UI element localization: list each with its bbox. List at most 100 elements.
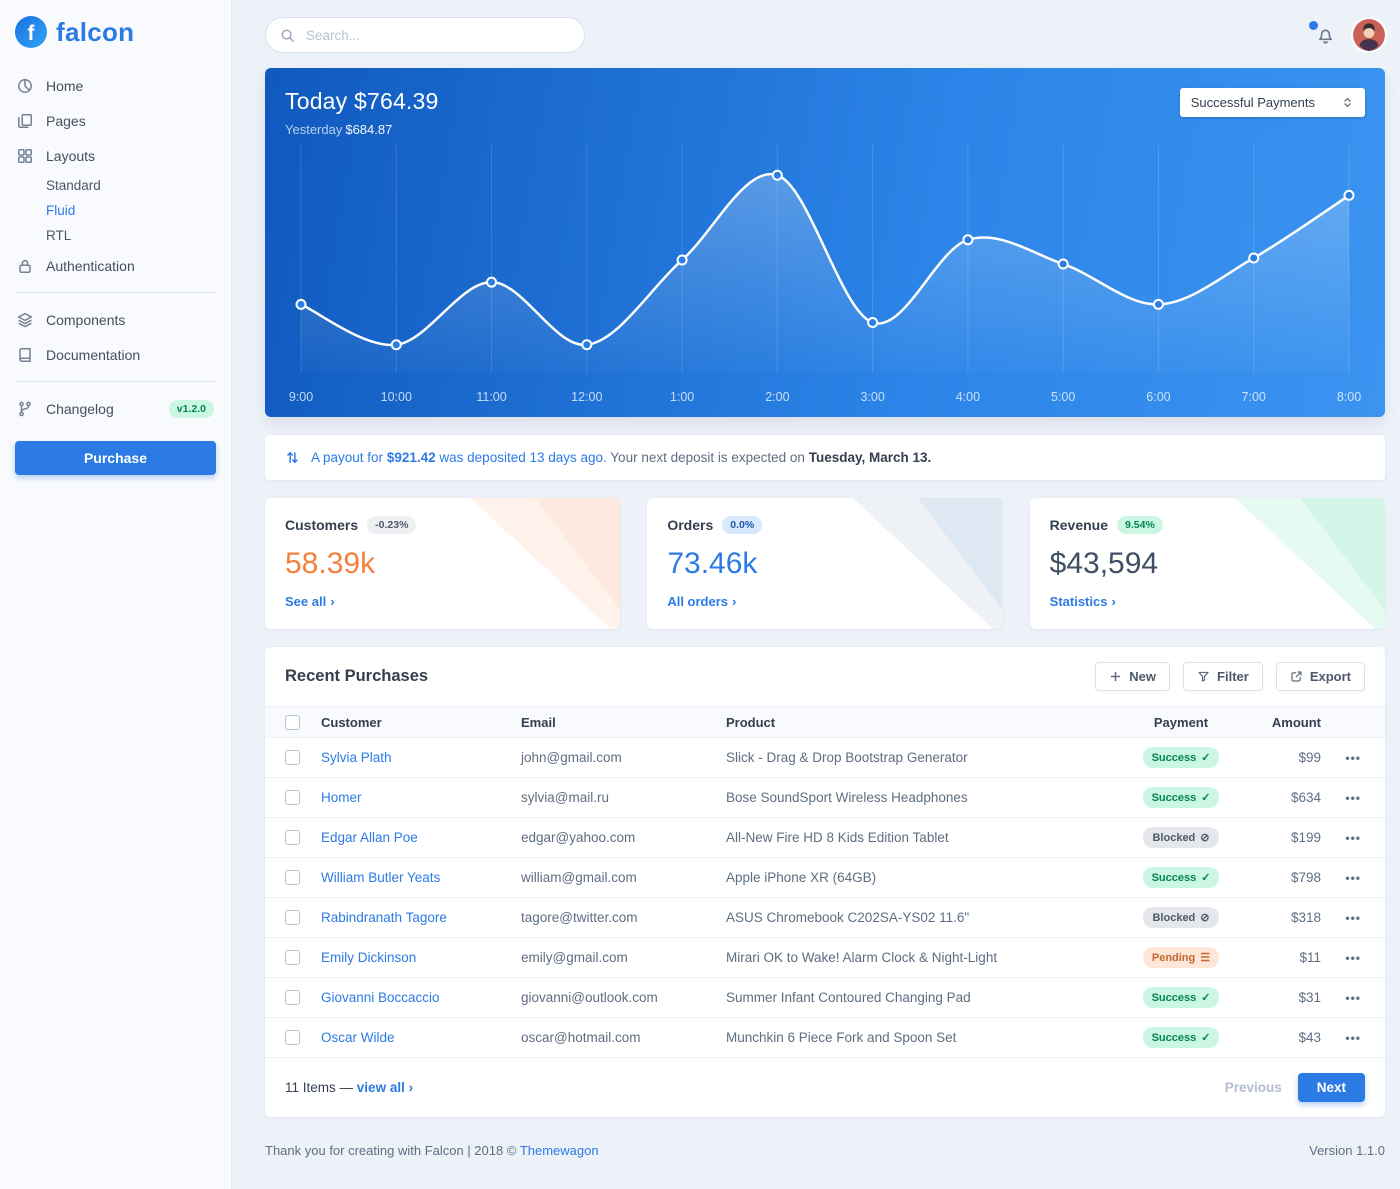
payment-status-badge: Success ✓ xyxy=(1142,1027,1220,1048)
sidebar-item-pages[interactable]: Pages xyxy=(15,103,216,138)
items-count: 11 Items — view all › xyxy=(285,1080,414,1095)
statistics-link[interactable]: Statistics › xyxy=(1049,594,1116,609)
row-checkbox[interactable] xyxy=(285,750,300,766)
svg-text:4:00: 4:00 xyxy=(956,390,980,404)
sidebar-item-authentication[interactable]: Authentication xyxy=(15,248,216,283)
book-icon xyxy=(17,346,34,363)
stat-card-orders: Orders 0.0% 73.46k All orders › xyxy=(647,498,1003,629)
sidebar-item-components[interactable]: Components xyxy=(15,302,216,337)
sidebar-label: Pages xyxy=(46,112,86,129)
amount-cell: $318 xyxy=(1290,910,1321,925)
product-cell: Mirari OK to Wake! Alarm Clock & Night-L… xyxy=(726,950,998,965)
status-icon: ✓ xyxy=(1201,792,1211,804)
row-checkbox[interactable] xyxy=(285,870,300,886)
stats-row: Customers -0.23% 58.39k See all › Orders … xyxy=(265,498,1385,629)
amount-cell: $11 xyxy=(1299,950,1321,965)
stat-badge: 9.54% xyxy=(1117,516,1163,534)
notification-dot xyxy=(1309,20,1318,30)
sidebar-item-fluid[interactable]: Fluid xyxy=(46,203,76,218)
filter-button[interactable]: Filter xyxy=(1183,662,1263,691)
table-row: Homer sylvia@mail.ru Bose SoundSport Wir… xyxy=(265,778,1385,818)
next-button[interactable]: Next xyxy=(1297,1073,1365,1102)
search-input[interactable] xyxy=(304,26,570,44)
purchase-button[interactable]: Purchase xyxy=(15,441,216,475)
payment-status-badge: Success ✓ xyxy=(1142,787,1220,808)
row-checkbox[interactable] xyxy=(285,790,300,806)
customer-link[interactable]: Sylvia Plath xyxy=(321,750,392,765)
brand-logo[interactable]: f falcon xyxy=(15,0,216,68)
product-cell: Munchkin 6 Piece Fork and Spoon Set xyxy=(726,1030,957,1045)
row-actions-button[interactable]: ••• xyxy=(1341,907,1365,929)
svg-text:12:00: 12:00 xyxy=(571,390,602,404)
sidebar-item-rtl[interactable]: RTL xyxy=(46,228,72,243)
layers-icon xyxy=(17,311,34,328)
chevron-right-icon: › xyxy=(1111,594,1116,609)
avatar[interactable] xyxy=(1353,19,1385,51)
table-row: Edgar Allan Poe edgar@yahoo.com All-New … xyxy=(265,818,1385,858)
sidebar-divider xyxy=(15,292,216,293)
row-actions-button[interactable]: ••• xyxy=(1341,787,1365,809)
chevron-right-icon: › xyxy=(408,1080,414,1095)
email-cell: edgar@yahoo.com xyxy=(521,830,636,845)
topbar xyxy=(265,17,1385,53)
sidebar-item-documentation[interactable]: Documentation xyxy=(15,337,216,372)
product-cell: Summer Infant Contoured Changing Pad xyxy=(726,990,971,1005)
previous-button[interactable]: Previous xyxy=(1224,1080,1282,1095)
payments-hero-card: Today $764.39 Yesterday $684.87 Successfu… xyxy=(265,68,1385,417)
see-all-link[interactable]: See all › xyxy=(285,594,335,609)
row-actions-button[interactable]: ••• xyxy=(1341,947,1365,969)
export-icon xyxy=(1291,671,1302,682)
customer-link[interactable]: William Butler Yeats xyxy=(321,870,441,885)
svg-text:8:00: 8:00 xyxy=(1337,390,1361,404)
themewagon-link[interactable]: Themewagon xyxy=(519,1143,599,1158)
search-box xyxy=(265,17,585,53)
table-row: Sylvia Plath john@gmail.com Slick - Drag… xyxy=(265,738,1385,778)
payment-status-badge: Blocked ⊘ xyxy=(1143,907,1219,928)
customer-link[interactable]: Oscar Wilde xyxy=(321,1030,395,1045)
select-all-checkbox[interactable] xyxy=(285,715,300,731)
sidebar-item-standard[interactable]: Standard xyxy=(46,178,101,193)
stat-title: Customers xyxy=(285,517,359,533)
footer-credit: Thank you for creating with Falcon | 201… xyxy=(265,1143,599,1158)
view-all-link[interactable]: view all › xyxy=(356,1080,414,1095)
row-actions-button[interactable]: ••• xyxy=(1341,1027,1365,1049)
export-button[interactable]: Export xyxy=(1275,662,1365,691)
chevron-right-icon: › xyxy=(732,594,737,609)
customer-link[interactable]: Homer xyxy=(321,790,362,805)
status-icon: ⊘ xyxy=(1200,832,1210,844)
column-header: Payment xyxy=(1153,714,1209,730)
product-cell: ASUS Chromebook C202SA-YS02 11.6" xyxy=(726,910,970,925)
status-icon: ✓ xyxy=(1201,872,1211,884)
customer-link[interactable]: Giovanni Boccaccio xyxy=(321,990,440,1005)
table-row: Emily Dickinson emily@gmail.com Mirari O… xyxy=(265,938,1385,978)
product-cell: Slick - Drag & Drop Bootstrap Generator xyxy=(726,750,968,765)
row-checkbox[interactable] xyxy=(285,950,300,966)
customer-link[interactable]: Rabindranath Tagore xyxy=(321,910,447,925)
sidebar-item-changelog[interactable]: Changelog v1.2.0 xyxy=(15,391,216,427)
payments-filter-select[interactable]: Successful Payments xyxy=(1179,88,1365,117)
row-actions-button[interactable]: ••• xyxy=(1341,747,1365,769)
customer-link[interactable]: Emily Dickinson xyxy=(321,950,417,965)
sidebar-item-home[interactable]: Home xyxy=(15,68,216,103)
new-button[interactable]: New xyxy=(1095,662,1171,691)
table-row: Giovanni Boccaccio giovanni@outlook.com … xyxy=(265,978,1385,1018)
payout-notice: A payout for $921.42 was deposited 13 da… xyxy=(265,435,1385,480)
row-checkbox[interactable] xyxy=(285,1030,300,1046)
payment-status-badge: Pending ☰ xyxy=(1142,947,1220,968)
exchange-icon xyxy=(285,450,300,465)
sidebar-item-layouts[interactable]: Layouts xyxy=(15,138,216,173)
row-checkbox[interactable] xyxy=(285,990,300,1006)
row-checkbox[interactable] xyxy=(285,830,300,846)
email-cell: emily@gmail.com xyxy=(521,950,628,965)
recent-purchases-card: Recent Purchases New Filter Export xyxy=(265,647,1385,1117)
notifications-bell-icon[interactable] xyxy=(1309,20,1335,45)
customer-link[interactable]: Edgar Allan Poe xyxy=(321,830,418,845)
row-actions-button[interactable]: ••• xyxy=(1341,827,1365,849)
payout-link[interactable]: A payout for $921.42 was deposited 13 da… xyxy=(311,450,607,465)
row-actions-button[interactable]: ••• xyxy=(1341,987,1365,1009)
email-cell: william@gmail.com xyxy=(521,870,637,885)
row-checkbox[interactable] xyxy=(285,910,300,926)
row-actions-button[interactable]: ••• xyxy=(1341,867,1365,889)
all-orders-link[interactable]: All orders › xyxy=(667,594,737,609)
